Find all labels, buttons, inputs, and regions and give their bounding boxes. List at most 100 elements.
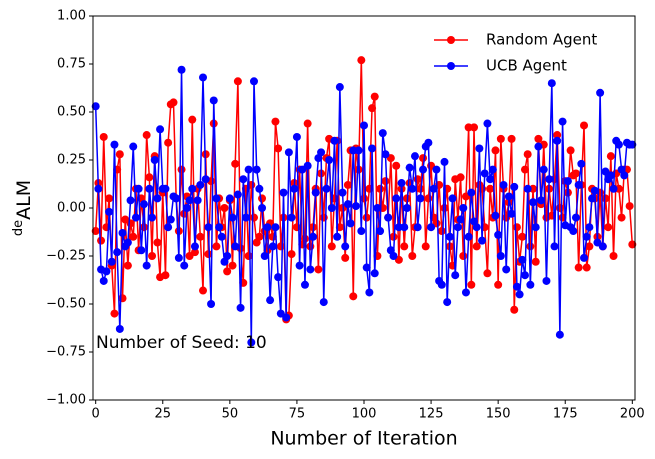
data-point — [429, 184, 438, 193]
data-point — [416, 194, 425, 203]
data-point — [282, 313, 291, 322]
data-point — [102, 267, 111, 276]
data-point — [555, 330, 564, 339]
data-point — [129, 232, 138, 241]
data-point — [161, 271, 170, 280]
data-point — [145, 184, 154, 193]
data-point — [606, 152, 615, 161]
data-point — [137, 246, 146, 255]
data-point — [472, 223, 481, 232]
data-point — [126, 196, 135, 205]
y-tick-label: −0.75 — [46, 345, 86, 360]
data-point — [354, 146, 363, 155]
data-point — [531, 257, 540, 266]
data-point — [609, 184, 618, 193]
data-point — [539, 165, 548, 174]
data-point — [271, 223, 280, 232]
data-point — [204, 250, 213, 259]
data-point — [255, 184, 264, 193]
data-point — [110, 140, 119, 149]
data-point — [520, 165, 529, 174]
x-tick-label: 0 — [92, 407, 100, 422]
data-point — [574, 263, 583, 272]
x-axis-label: Number of Iteration — [270, 428, 457, 450]
data-point — [531, 223, 540, 232]
data-point — [182, 204, 191, 212]
data-point — [110, 309, 119, 318]
data-point — [585, 223, 594, 232]
data-point — [499, 180, 508, 189]
y-tick-label: 0.25 — [57, 153, 86, 168]
data-point — [241, 213, 250, 222]
data-point — [421, 242, 430, 251]
data-point — [392, 161, 401, 170]
data-point — [606, 171, 615, 180]
data-point — [443, 298, 452, 307]
data-point — [346, 219, 355, 228]
data-point — [376, 227, 385, 236]
data-point — [212, 242, 221, 251]
data-point — [123, 261, 132, 270]
data-point — [577, 159, 586, 168]
data-point — [370, 269, 379, 278]
data-point — [134, 184, 143, 193]
data-point — [260, 252, 269, 260]
data-point — [105, 194, 114, 203]
data-point — [365, 288, 374, 297]
data-point — [99, 132, 108, 141]
data-point — [177, 65, 186, 74]
data-point — [180, 261, 189, 270]
data-point — [413, 175, 422, 184]
data-point — [456, 173, 465, 182]
data-point — [502, 265, 511, 274]
data-point — [558, 117, 567, 126]
data-point — [212, 194, 221, 203]
data-point — [456, 215, 465, 224]
data-point — [295, 261, 304, 270]
data-point — [480, 169, 489, 178]
data-point — [628, 240, 637, 249]
y-axis-label: deALM — [11, 180, 35, 236]
data-point — [228, 213, 237, 222]
data-point — [582, 232, 591, 241]
data-point — [287, 250, 296, 259]
data-point — [410, 152, 419, 161]
data-point — [166, 215, 175, 224]
data-point — [139, 223, 148, 232]
data-point — [494, 230, 503, 239]
data-point — [201, 175, 210, 184]
data-point — [526, 242, 535, 251]
data-point — [378, 129, 387, 138]
data-point — [150, 156, 159, 164]
data-point — [319, 298, 328, 307]
data-point — [437, 227, 446, 236]
data-point — [440, 157, 449, 166]
data-point — [553, 131, 562, 140]
data-point — [287, 213, 296, 222]
data-point — [588, 194, 597, 203]
data-point — [244, 165, 253, 174]
data-point — [483, 119, 492, 128]
data-point — [507, 209, 516, 218]
data-point — [223, 252, 232, 260]
data-point — [199, 286, 208, 295]
data-point — [97, 236, 106, 245]
data-point — [220, 204, 229, 212]
data-point — [437, 280, 446, 289]
data-point — [389, 252, 398, 260]
data-point — [467, 188, 476, 197]
data-point — [118, 228, 127, 237]
data-point — [325, 156, 334, 164]
data-point — [582, 263, 591, 272]
data-point — [459, 204, 468, 212]
data-point — [266, 296, 275, 305]
data-point — [142, 261, 151, 270]
data-point — [343, 200, 352, 209]
y-tick-label: −1.00 — [46, 393, 86, 408]
data-point — [228, 261, 237, 270]
data-point — [419, 154, 428, 163]
data-point — [381, 150, 390, 159]
data-point — [231, 242, 240, 251]
data-point — [628, 140, 637, 149]
x-tick-label: 50 — [222, 407, 239, 422]
